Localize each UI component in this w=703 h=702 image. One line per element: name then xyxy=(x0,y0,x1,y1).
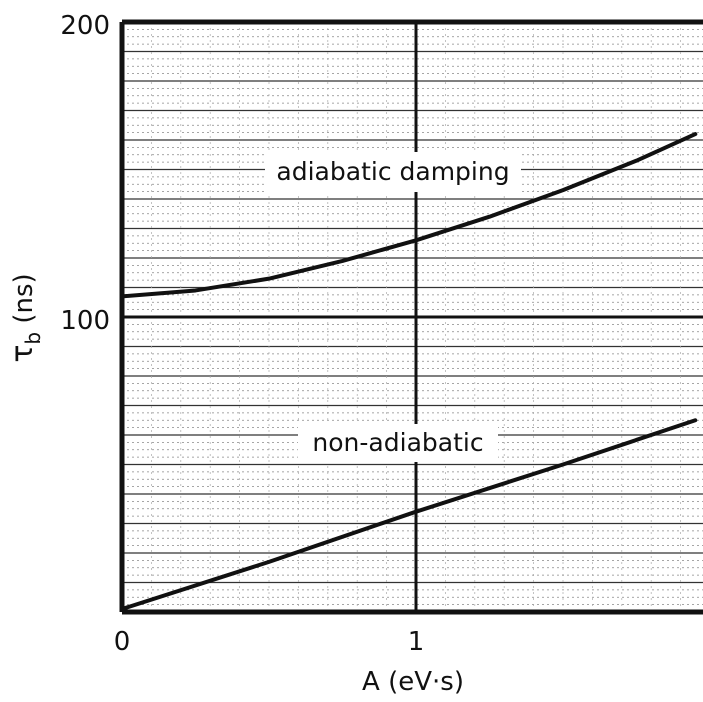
x-axis-label: A (eV·s) xyxy=(362,667,464,697)
series-line-1 xyxy=(120,132,698,299)
y-tick-label: 100 xyxy=(60,306,110,336)
series-line-2 xyxy=(120,418,698,612)
curve-label-1: adiabatic damping xyxy=(276,157,509,186)
x-tick-label: 0 xyxy=(114,627,131,657)
y-tick-label: 200 xyxy=(60,11,110,41)
y-axis-label: τb (ns) xyxy=(5,273,45,362)
label-layer: adiabatic damping non-adiabatic 0 1 2 100 200 A… xyxy=(5,11,703,697)
annotation-background xyxy=(298,424,498,462)
x-tick-label: 1 xyxy=(408,627,425,657)
curve-label-2: non-adiabatic xyxy=(312,428,483,457)
series-layer xyxy=(120,132,698,612)
annotation-background xyxy=(265,152,521,192)
x-tick-label: 2 xyxy=(702,627,703,657)
